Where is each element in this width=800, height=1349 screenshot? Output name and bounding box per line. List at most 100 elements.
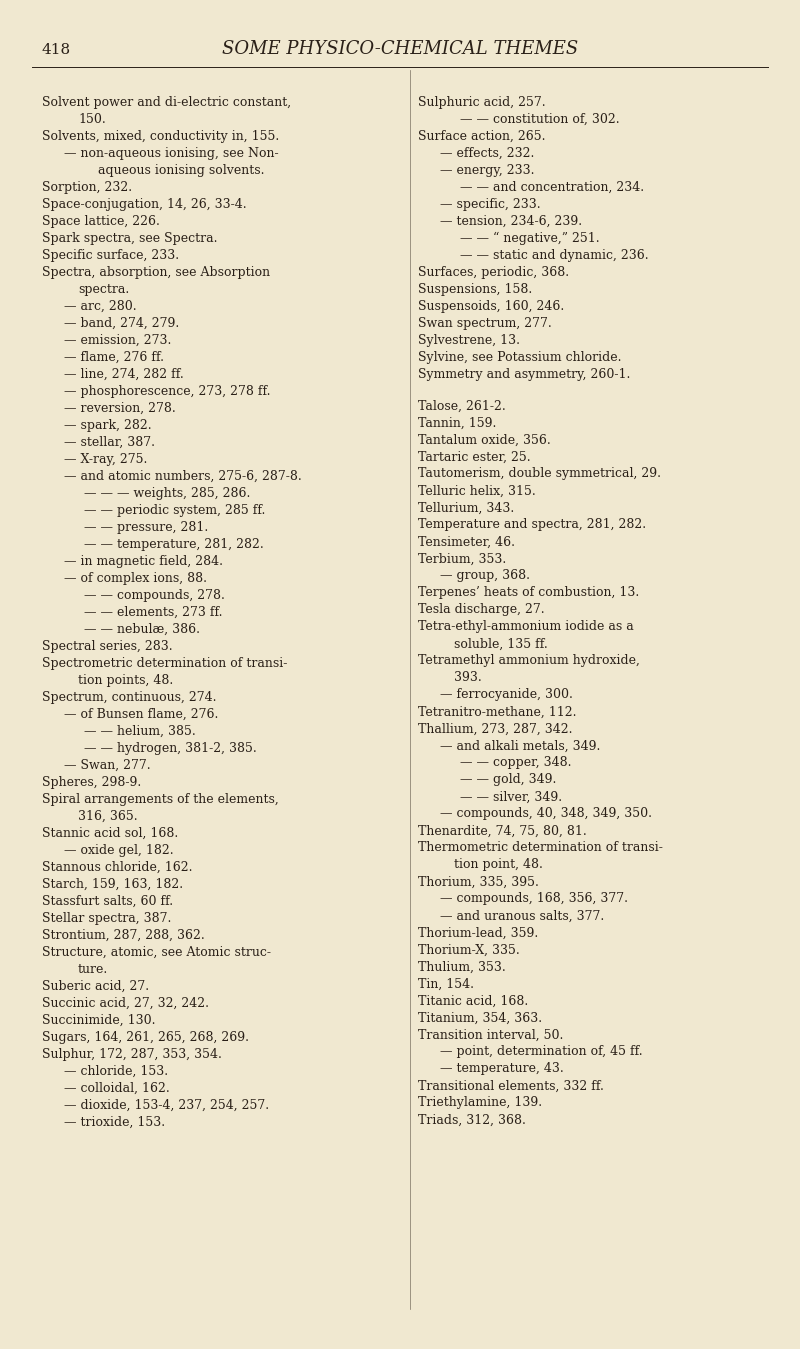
Text: Sulphur, 172, 287, 353, 354.: Sulphur, 172, 287, 353, 354. — [42, 1048, 222, 1062]
Text: Triads, 312, 368.: Triads, 312, 368. — [418, 1113, 526, 1126]
Text: Tellurium, 343.: Tellurium, 343. — [418, 502, 514, 514]
Text: Sylvestrene, 13.: Sylvestrene, 13. — [418, 335, 520, 347]
Text: — — helium, 385.: — — helium, 385. — [84, 724, 196, 738]
Text: — emission, 273.: — emission, 273. — [64, 335, 171, 347]
Text: Solvent power and di-electric constant,: Solvent power and di-electric constant, — [42, 96, 291, 109]
Text: Temperature and spectra, 281, 282.: Temperature and spectra, 281, 282. — [418, 518, 646, 532]
Text: Strontium, 287, 288, 362.: Strontium, 287, 288, 362. — [42, 929, 205, 942]
Text: — stellar, 387.: — stellar, 387. — [64, 436, 155, 449]
Text: — — — weights, 285, 286.: — — — weights, 285, 286. — [84, 487, 250, 500]
Text: — band, 274, 279.: — band, 274, 279. — [64, 317, 179, 331]
Text: Talose, 261-2.: Talose, 261-2. — [418, 399, 506, 413]
Text: — — periodic system, 285 ff.: — — periodic system, 285 ff. — [84, 505, 266, 517]
Text: Surfaces, periodic, 368.: Surfaces, periodic, 368. — [418, 266, 569, 279]
Text: Stannous chloride, 162.: Stannous chloride, 162. — [42, 861, 193, 874]
Text: soluble, 135 ff.: soluble, 135 ff. — [454, 638, 548, 650]
Text: Tin, 154.: Tin, 154. — [418, 978, 474, 990]
Text: Spheres, 298-9.: Spheres, 298-9. — [42, 776, 142, 789]
Text: Tautomerism, double symmetrical, 29.: Tautomerism, double symmetrical, 29. — [418, 468, 661, 480]
Text: — X-ray, 275.: — X-ray, 275. — [64, 453, 147, 465]
Text: Sorption, 232.: Sorption, 232. — [42, 181, 132, 194]
Text: Telluric helix, 315.: Telluric helix, 315. — [418, 484, 536, 498]
Text: SOME PHYSICO-CHEMICAL THEMES: SOME PHYSICO-CHEMICAL THEMES — [222, 40, 578, 58]
Text: — compounds, 168, 356, 377.: — compounds, 168, 356, 377. — [440, 893, 628, 905]
Text: — compounds, 40, 348, 349, 350.: — compounds, 40, 348, 349, 350. — [440, 808, 652, 820]
Text: — line, 274, 282 ff.: — line, 274, 282 ff. — [64, 368, 184, 380]
Text: 393.: 393. — [454, 672, 482, 684]
Text: Transition interval, 50.: Transition interval, 50. — [418, 1028, 563, 1041]
Text: Sylvine, see Potassium chloride.: Sylvine, see Potassium chloride. — [418, 351, 622, 364]
Text: — — and concentration, 234.: — — and concentration, 234. — [460, 181, 644, 194]
Text: tion point, 48.: tion point, 48. — [454, 858, 543, 871]
Text: Solvents, mixed, conductivity in, 155.: Solvents, mixed, conductivity in, 155. — [42, 130, 279, 143]
Text: Thorium, 335, 395.: Thorium, 335, 395. — [418, 876, 539, 889]
Text: — in magnetic field, 284.: — in magnetic field, 284. — [64, 554, 223, 568]
Text: Thermometric determination of transi-: Thermometric determination of transi- — [418, 842, 663, 854]
Text: Spectra, absorption, see Absorption: Spectra, absorption, see Absorption — [42, 266, 270, 279]
Text: Terbium, 353.: Terbium, 353. — [418, 553, 506, 565]
Text: — flame, 276 ff.: — flame, 276 ff. — [64, 351, 164, 364]
Text: Thorium-lead, 359.: Thorium-lead, 359. — [418, 927, 538, 939]
Text: — reversion, 278.: — reversion, 278. — [64, 402, 176, 415]
Text: — specific, 233.: — specific, 233. — [440, 198, 541, 210]
Text: — and alkali metals, 349.: — and alkali metals, 349. — [440, 739, 600, 753]
Text: — — nebulæ, 386.: — — nebulæ, 386. — [84, 623, 200, 635]
Text: — and uranous salts, 377.: — and uranous salts, 377. — [440, 909, 604, 923]
Text: Triethylamine, 139.: Triethylamine, 139. — [418, 1097, 542, 1109]
Text: — — gold, 349.: — — gold, 349. — [460, 773, 556, 786]
Text: Space lattice, 226.: Space lattice, 226. — [42, 214, 160, 228]
Text: Spectral series, 283.: Spectral series, 283. — [42, 639, 173, 653]
Text: Titanic acid, 168.: Titanic acid, 168. — [418, 994, 528, 1008]
Text: Tartaric ester, 25.: Tartaric ester, 25. — [418, 451, 530, 464]
Text: tion points, 48.: tion points, 48. — [78, 674, 174, 687]
Text: Spectrometric determination of transi-: Spectrometric determination of transi- — [42, 657, 287, 670]
Text: Suspensions, 158.: Suspensions, 158. — [418, 283, 532, 295]
Text: Tannin, 159.: Tannin, 159. — [418, 417, 496, 429]
Text: Swan spectrum, 277.: Swan spectrum, 277. — [418, 317, 552, 331]
Text: — of Bunsen flame, 276.: — of Bunsen flame, 276. — [64, 708, 218, 720]
Text: — temperature, 43.: — temperature, 43. — [440, 1063, 564, 1075]
Text: — and atomic numbers, 275-6, 287-8.: — and atomic numbers, 275-6, 287-8. — [64, 469, 302, 483]
Text: Specific surface, 233.: Specific surface, 233. — [42, 250, 179, 262]
Text: — point, determination of, 45 ff.: — point, determination of, 45 ff. — [440, 1045, 642, 1059]
Text: — spark, 282.: — spark, 282. — [64, 420, 152, 432]
Text: — — compounds, 278.: — — compounds, 278. — [84, 590, 225, 602]
Text: — — hydrogen, 381-2, 385.: — — hydrogen, 381-2, 385. — [84, 742, 257, 755]
Text: — of complex ions, 88.: — of complex ions, 88. — [64, 572, 207, 585]
Text: Succinimide, 130.: Succinimide, 130. — [42, 1014, 155, 1027]
Text: — group, 368.: — group, 368. — [440, 569, 530, 583]
Text: Suberic acid, 27.: Suberic acid, 27. — [42, 979, 149, 993]
Text: 316, 365.: 316, 365. — [78, 809, 138, 823]
Text: Tetramethyl ammonium hydroxide,: Tetramethyl ammonium hydroxide, — [418, 654, 640, 668]
Text: Spark spectra, see Spectra.: Spark spectra, see Spectra. — [42, 232, 218, 246]
Text: — Swan, 277.: — Swan, 277. — [64, 759, 150, 772]
Text: Terpenes’ heats of combustion, 13.: Terpenes’ heats of combustion, 13. — [418, 587, 639, 599]
Text: Starch, 159, 163, 182.: Starch, 159, 163, 182. — [42, 878, 183, 890]
Text: — — temperature, 281, 282.: — — temperature, 281, 282. — [84, 538, 264, 550]
Text: Spiral arrangements of the elements,: Spiral arrangements of the elements, — [42, 793, 278, 805]
Text: — — silver, 349.: — — silver, 349. — [460, 791, 562, 804]
Text: Stellar spectra, 387.: Stellar spectra, 387. — [42, 912, 171, 925]
Text: — dioxide, 153-4, 237, 254, 257.: — dioxide, 153-4, 237, 254, 257. — [64, 1099, 269, 1112]
Text: Spectrum, continuous, 274.: Spectrum, continuous, 274. — [42, 691, 217, 704]
Text: — colloidal, 162.: — colloidal, 162. — [64, 1082, 170, 1095]
Text: — — pressure, 281.: — — pressure, 281. — [84, 521, 208, 534]
Text: Stassfurt salts, 60 ff.: Stassfurt salts, 60 ff. — [42, 894, 173, 908]
Text: — oxide gel, 182.: — oxide gel, 182. — [64, 844, 174, 857]
Text: — trioxide, 153.: — trioxide, 153. — [64, 1116, 165, 1129]
Text: — phosphorescence, 273, 278 ff.: — phosphorescence, 273, 278 ff. — [64, 384, 270, 398]
Text: Symmetry and asymmetry, 260-1.: Symmetry and asymmetry, 260-1. — [418, 368, 630, 380]
Text: — chloride, 153.: — chloride, 153. — [64, 1064, 168, 1078]
Text: Space-conjugation, 14, 26, 33-4.: Space-conjugation, 14, 26, 33-4. — [42, 198, 246, 210]
Text: — ferrocyanide, 300.: — ferrocyanide, 300. — [440, 688, 573, 701]
Text: 418: 418 — [42, 43, 71, 57]
Text: — tension, 234-6, 239.: — tension, 234-6, 239. — [440, 214, 582, 228]
Text: spectra.: spectra. — [78, 283, 130, 295]
Text: — non-aqueous ionising, see Non-: — non-aqueous ionising, see Non- — [64, 147, 278, 161]
Text: Tantalum oxide, 356.: Tantalum oxide, 356. — [418, 433, 550, 447]
Text: Titanium, 354, 363.: Titanium, 354, 363. — [418, 1012, 542, 1024]
Text: Tesla discharge, 27.: Tesla discharge, 27. — [418, 603, 545, 616]
Text: 150.: 150. — [78, 113, 106, 125]
Text: Thallium, 273, 287, 342.: Thallium, 273, 287, 342. — [418, 723, 573, 735]
Text: — — “ negative,” 251.: — — “ negative,” 251. — [460, 232, 600, 246]
